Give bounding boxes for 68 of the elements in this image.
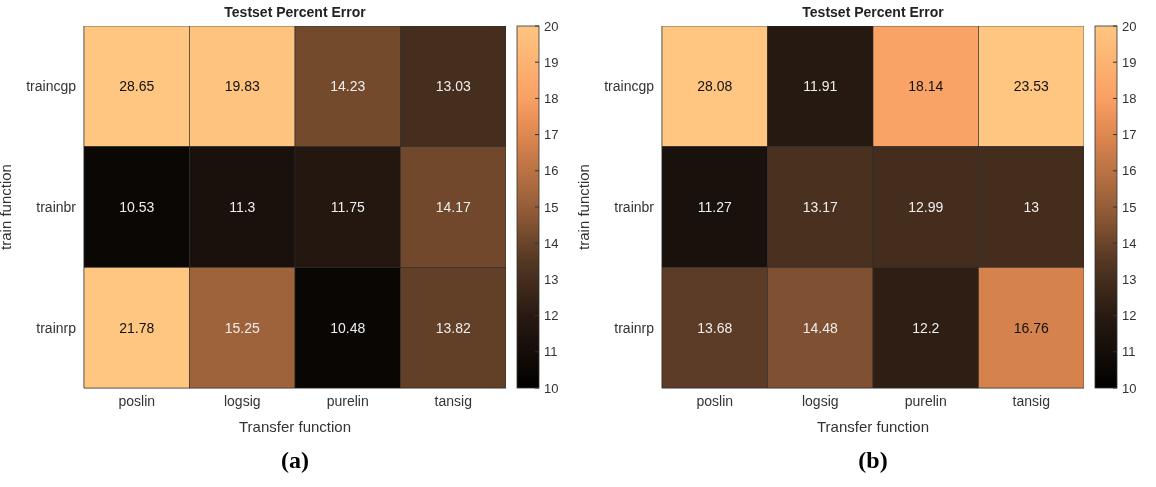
color-bar-label: 10 [544, 380, 559, 396]
color-bar-label: 19 [544, 54, 559, 70]
data-label: 11.3 [229, 199, 256, 215]
color-bar-label: 20 [544, 18, 559, 34]
data-label: 13.03 [435, 78, 471, 95]
color-bar-label: 11 [544, 344, 558, 360]
y-tick-label: traincgp [26, 78, 77, 95]
x-tick-label: poslin [118, 392, 156, 409]
color-bar-label: 11 [1122, 344, 1136, 360]
y-tick-label: trainrp [614, 319, 655, 336]
data-label: 13.17 [802, 199, 838, 215]
data-label: 19.83 [224, 78, 260, 95]
x-tick-label: purelin [326, 392, 369, 409]
y-tick-label: trainrp [36, 319, 77, 336]
data-label: 21.78 [119, 319, 155, 336]
y-tick-label: trainbr [36, 198, 77, 215]
y-axis-title: train function [0, 164, 15, 250]
color-bar-label: 15 [544, 199, 559, 215]
x-tick-label: purelin [904, 392, 947, 409]
data-label: 16.76 [1013, 319, 1049, 336]
color-bar-label: 18 [1122, 90, 1137, 106]
data-label: 13.68 [697, 319, 733, 336]
color-bar-label: 12 [1122, 308, 1137, 324]
chart-title: Testset Percent Error [801, 4, 945, 20]
x-tick-label: tansig [434, 392, 472, 409]
data-label: 11.75 [330, 199, 365, 215]
color-bar-label: 15 [1122, 199, 1137, 215]
data-label: 18.14 [908, 78, 944, 95]
y-axis-title: train function [575, 164, 593, 250]
color-bar-label: 17 [544, 127, 559, 143]
data-label: 28.65 [119, 78, 155, 95]
data-label: 12.99 [908, 199, 944, 215]
color-bar-label: 13 [544, 271, 559, 287]
color-bar-label: 17 [1122, 127, 1137, 143]
y-tick-label: traincgp [604, 78, 655, 95]
x-tick-label: logsig [801, 392, 839, 409]
color-bar-label: 20 [1122, 18, 1137, 34]
color-bar-label: 14 [1122, 235, 1137, 251]
data-label: 13 [1023, 199, 1040, 215]
data-label: 14.23 [330, 78, 366, 95]
data-label: 14.48 [802, 319, 838, 336]
data-label: 10.48 [330, 319, 366, 336]
data-label: 11.91 [803, 78, 838, 95]
color-bar-label: 16 [544, 163, 559, 179]
color-bar-label: 12 [544, 308, 559, 324]
x-tick-label: poslin [696, 392, 734, 409]
color-bar-label: 14 [544, 235, 559, 251]
data-label: 23.53 [1013, 78, 1049, 95]
data-label: 12.2 [912, 319, 940, 336]
data-label: 28.08 [697, 78, 733, 95]
data-label: 15.25 [224, 319, 260, 336]
x-tick-label: tansig [1012, 392, 1050, 409]
data-label: 14.17 [435, 199, 471, 215]
text: (b) [857, 447, 889, 474]
x-axis-title: Transfer function [817, 418, 929, 435]
color-bar-label: 19 [1122, 54, 1137, 70]
data-label: 13.82 [435, 319, 471, 336]
data-label: 11.27 [697, 199, 732, 215]
color-bar-label: 16 [1122, 163, 1137, 179]
color-bar-label: 13 [1122, 271, 1137, 287]
x-axis-title: Transfer function [239, 418, 351, 435]
text: (a) [280, 447, 310, 474]
y-tick-label: trainbr [614, 198, 655, 215]
x-tick-label: logsig [223, 392, 261, 409]
data-label: 10.53 [119, 199, 155, 215]
color-bar-label: 18 [544, 90, 559, 106]
chart-title: Testset Percent Error [223, 4, 367, 20]
color-bar-label: 10 [1122, 380, 1137, 396]
